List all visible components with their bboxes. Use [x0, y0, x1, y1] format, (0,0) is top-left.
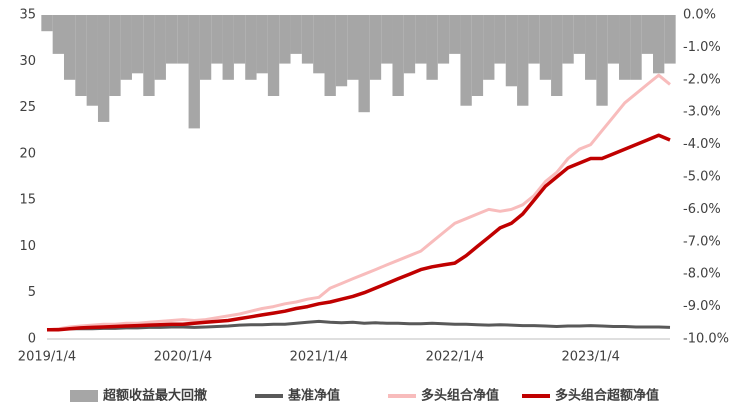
drawdown-bar: [415, 15, 427, 64]
drawdown-bar: [188, 15, 200, 129]
drawdown-bar: [596, 15, 608, 106]
drawdown-bar: [63, 15, 76, 80]
line: [46, 319, 671, 332]
drawdown-bar: [313, 15, 325, 74]
y2-tick-label: -5.0%: [683, 170, 721, 185]
x-tick-label: 2022/1/4: [426, 350, 484, 365]
drawdown-bar: [97, 15, 110, 122]
y-tick-label: 25: [19, 100, 36, 115]
drawdown-bar: [471, 15, 484, 96]
y-tick-label: 15: [19, 193, 36, 208]
legend-label: 超额收益最大回撤: [103, 388, 207, 404]
drawdown-bar: [211, 15, 223, 64]
y-tick-label: 5: [28, 285, 36, 300]
x-tick-label: 2023/1/4: [562, 350, 620, 365]
y2-tick-label: -1.0%: [683, 40, 721, 55]
line: [47, 133, 671, 332]
drawdown-bar: [335, 15, 348, 87]
legend-swatch: [70, 390, 98, 402]
drawdown-bar: [437, 15, 450, 64]
legend-label: 多头组合净值: [421, 388, 499, 404]
drawdown-bar: [641, 15, 654, 54]
drawdown-bar: [426, 15, 438, 80]
y-tick-label: 30: [19, 54, 36, 69]
drawdown-bar: [245, 15, 257, 80]
drawdown-bar: [460, 15, 472, 106]
y2-tick-label: -8.0%: [683, 267, 721, 282]
drawdown-bar: [120, 15, 132, 80]
drawdown-bar: [585, 15, 597, 80]
drawdown-bar: [562, 15, 574, 64]
y-tick-label: 10: [19, 239, 36, 254]
drawdown-bar: [653, 15, 665, 74]
drawdown-bar: [528, 15, 540, 64]
drawdown-bar: [177, 15, 189, 64]
drawdown-bar: [607, 15, 620, 64]
drawdown-bar: [233, 15, 246, 64]
y2-tick-label: -10.0%: [683, 332, 729, 347]
legend-label: 基准净值: [287, 388, 340, 404]
drawdown-bar: [324, 15, 336, 96]
drawdown-bar: [75, 15, 87, 96]
y-tick-label: 20: [19, 146, 36, 161]
x-tick-label: 2020/1/4: [154, 350, 212, 365]
drawdown-bar: [199, 15, 212, 80]
drawdown-bar: [52, 15, 64, 54]
drawdown-bar: [369, 15, 382, 80]
y2-tick-label: 0.0%: [683, 8, 716, 23]
drawdown-bar: [664, 15, 676, 64]
drawdown-bar: [256, 15, 268, 74]
drawdown-bar: [165, 15, 178, 64]
drawdown-bar: [619, 15, 631, 80]
y2-tick-label: -7.0%: [683, 234, 721, 249]
y2-tick-label: -6.0%: [683, 202, 721, 217]
drawdown-bar: [403, 15, 416, 74]
drawdown-bar: [301, 15, 314, 64]
drawdown-bar: [539, 15, 552, 80]
drawdown-bar: [154, 15, 166, 80]
drawdown-bar: [494, 15, 506, 64]
drawdown-bar: [381, 15, 393, 64]
y2-tick-label: -2.0%: [683, 72, 721, 87]
drawdown-bar: [517, 15, 529, 106]
y2-tick-label: -3.0%: [683, 105, 721, 120]
drawdown-bar: [279, 15, 291, 64]
drawdown-bar: [86, 15, 98, 106]
drawdown-bar: [143, 15, 155, 96]
x-tick-label: 2019/1/4: [18, 350, 76, 365]
drawdown-bar: [290, 15, 302, 54]
y-tick-label: 0: [28, 332, 36, 347]
drawdown-bar: [449, 15, 461, 54]
drawdown-bar: [222, 15, 234, 80]
drawdown-bar: [573, 15, 586, 54]
drawdown-bar: [505, 15, 518, 87]
y-tick-label: 35: [19, 8, 36, 23]
drawdown-bar: [267, 15, 280, 96]
drawdown-bar: [483, 15, 495, 80]
drawdown-bar: [41, 15, 53, 32]
drawdown-bar: [630, 15, 642, 80]
drawdown-bar: [551, 15, 563, 96]
y2-tick-label: -9.0%: [683, 299, 721, 314]
drawdown-bar: [131, 15, 144, 74]
y2-tick-label: -4.0%: [683, 137, 721, 152]
drawdown-bar: [109, 15, 121, 96]
legend-label: 多头组合超额净值: [555, 388, 659, 404]
drawdown-bar: [358, 15, 370, 113]
x-tick-label: 2021/1/4: [290, 350, 348, 365]
drawdown-bar: [347, 15, 359, 80]
drawdown-bar: [392, 15, 404, 96]
line: [46, 73, 671, 332]
